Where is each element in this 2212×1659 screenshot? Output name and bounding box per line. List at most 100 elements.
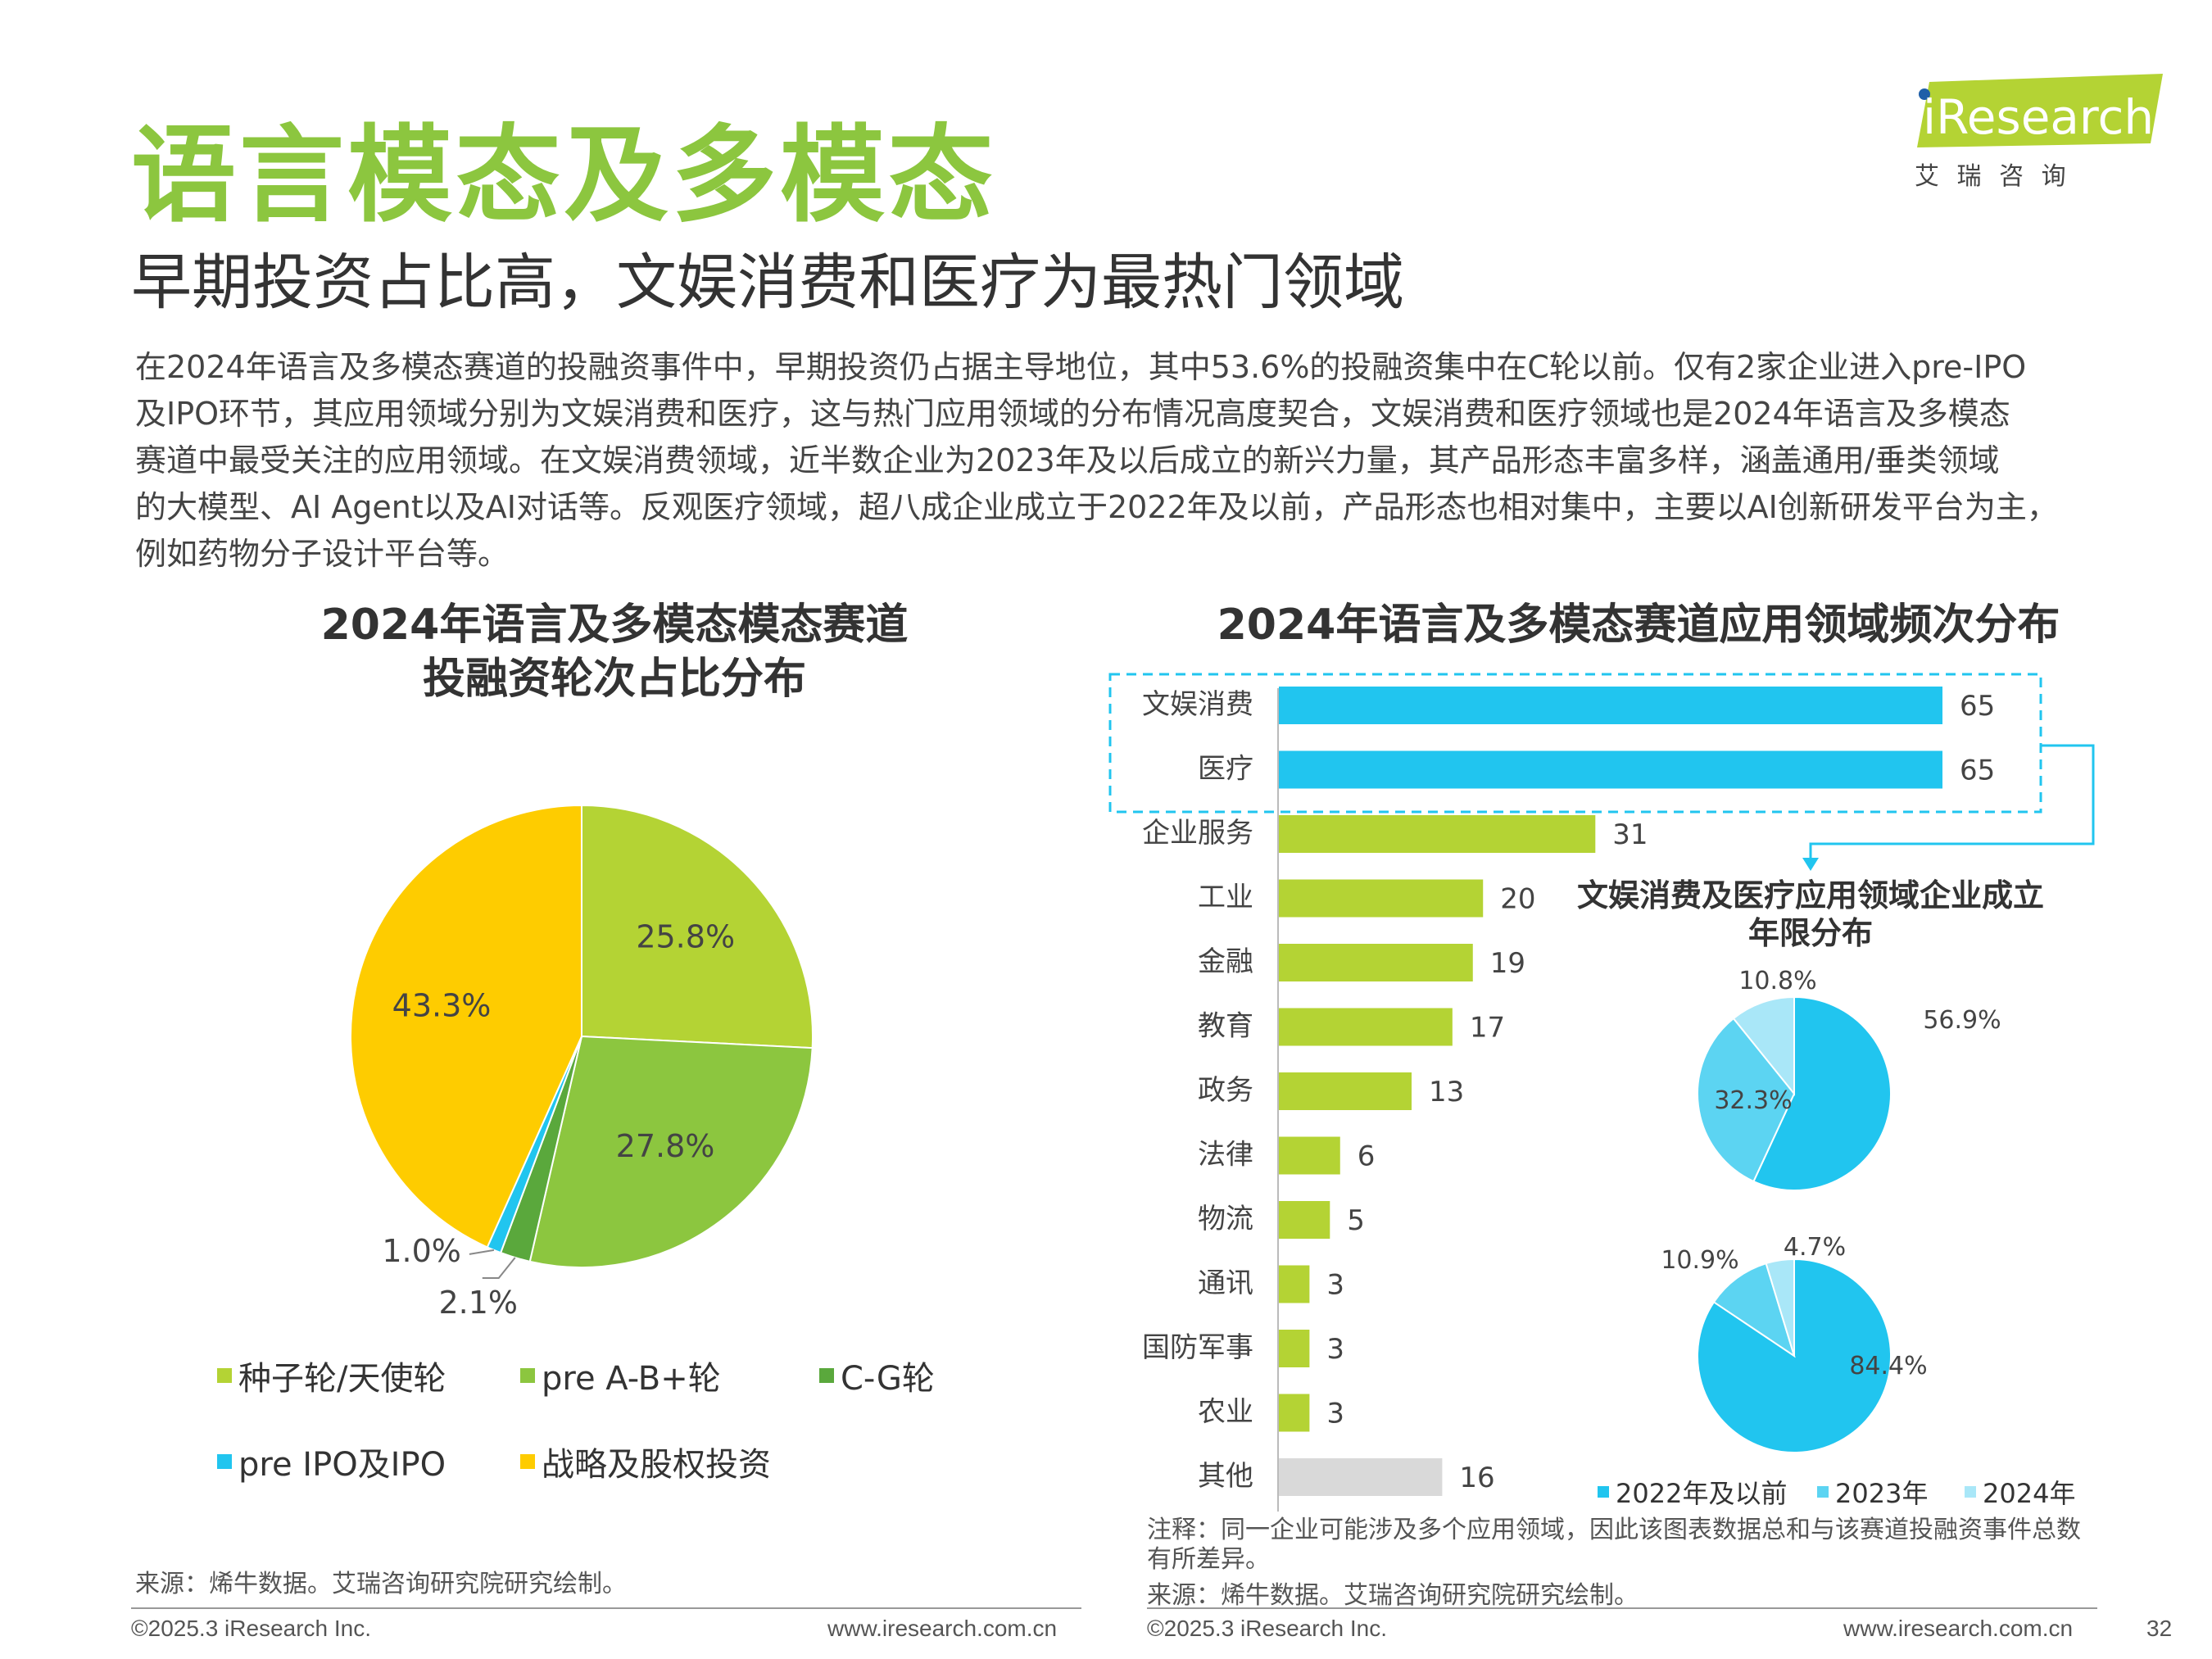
bar [1279,1330,1310,1367]
legend-item-seed: 种子轮/天使轮 [217,1352,446,1399]
bar-value-label: 3 [1326,1333,1344,1366]
callout-line [469,1249,495,1255]
bar-value-label: 20 [1500,883,1535,916]
legend-swatch [217,1368,232,1383]
inset-pie-label: 10.9% [1661,1246,1738,1275]
category-tick-label: 企业服务 [1142,817,1253,850]
pie-data-label: 43.3% [392,987,492,1023]
bar-value-label: 65 [1960,690,1995,723]
inset-title-line2: 年限分布 [1747,915,1873,951]
legend-item-pre-a: pre A-B+轮 [520,1352,721,1399]
legend-label: 战略及股权投资 [542,1446,771,1484]
inset-pie-slice [1752,995,1892,1191]
funding-round-pie-chart: 25.8% 27.8% 43.3% 1.0% 2.1% [350,804,814,1321]
category-tick-label: 其他 [1198,1460,1253,1493]
inset-legend-item-2023: 2023年 [1817,1473,1928,1511]
inset-legend-item-2024: 2024年 [1965,1473,2075,1511]
iresearch-logo: iResearch 艾 瑞 咨 询 [1905,70,2167,193]
note-right: 注释：同一企业可能涉及多个应用领域，因此该图表数据总和与该赛道投融资事件总数 有… [1147,1516,2081,1575]
page-number: 32 [2146,1616,2173,1641]
inset-pie-label: 32.3% [1714,1086,1792,1115]
connector-line [1809,744,2095,860]
category-tick-label: 政务 [1198,1074,1253,1107]
slice-strategic [350,804,582,1249]
pie-data-label: 27.8% [616,1128,715,1164]
category-tick-label: 农业 [1198,1396,1253,1429]
bar-value-label: 13 [1429,1076,1464,1108]
bar [1279,1136,1340,1175]
callout-line [482,1257,516,1280]
bar-value-label: 31 [1612,818,1648,851]
category-tick-label: 法律 [1198,1139,1253,1172]
inset-pie-slice [1732,995,1795,1096]
bar-value-label: 3 [1326,1398,1344,1430]
body-paragraph: 在2024年语言及多模态赛道的投融资事件中，早期投资仍占据主导地位，其中53.6… [135,344,2126,578]
connector-arrowhead [1802,858,1819,871]
note-right-line1: 注释：同一企业可能涉及多个应用领域，因此该图表数据总和与该赛道投融资事件总数 [1147,1516,2081,1544]
slice-pre-a-b [528,1035,814,1268]
bar [1279,750,1942,789]
legend-swatch [1598,1486,1609,1498]
inset-title-line1: 文娱消费及医疗应用领域企业成立 [1576,877,2044,913]
source-right: 来源：烯牛数据。艾瑞咨询研究院研究绘制。 [1147,1581,1639,1610]
page-title: 语言模态及多模态 [131,115,997,237]
page-subtitle: 早期投资占比高，文娱消费和医疗为最热门领域 [131,247,1404,318]
source-left: 来源：烯牛数据。艾瑞咨询研究院研究绘制。 [135,1570,627,1598]
bar-value-label: 16 [1459,1462,1494,1494]
legend-item-strategic: 战略及股权投资 [520,1438,771,1485]
category-tick-label: 物流 [1198,1203,1253,1235]
legend-swatch [520,1368,535,1383]
bar [1279,944,1473,981]
legend-label: 2022年及以前 [1616,1478,1788,1509]
footer-divider-right [1147,1607,2097,1609]
right-chart-title: 2024年语言及多模态赛道应用领域频次分布 [1217,601,2060,650]
inset-pie-slice [1697,1258,1892,1453]
body-line: 的大模型、AI Agent以及AI对话等。反观医疗领域，超八成企业成立于2022… [135,489,2058,525]
bar-value-label: 65 [1960,755,1995,787]
inset-legend-item-2022: 2022年及以前 [1598,1473,1787,1511]
body-line: 及IPO环节，其应用领域分别为文娱消费和医疗，这与热门应用领域的分布情况高度契合… [135,396,2010,432]
highlight-box [1108,673,2042,814]
logo-graphic: iResearch 艾 瑞 咨 询 [1915,74,2163,191]
bar [1279,1072,1412,1110]
legend-swatch [217,1454,232,1469]
footer-url-left: www.iresearch.com.cn [827,1616,1058,1641]
left-chart-title: 2024年语言及多模态模态赛道 投融资轮次占比分布 [123,598,1106,706]
bar [1279,1394,1310,1432]
category-tick-label: 文娱消费 [1142,688,1253,721]
application-domain-bar-chart: 文娱消费 65 医疗 65 企业服务 31 工业 20 金融 19 教育 17 政务 13 法律 6 物流 5 通讯… [1108,673,2095,1512]
bar [1279,1008,1453,1046]
legend-swatch [1817,1486,1829,1498]
inset-pie-title: 文娱消费及医疗应用领域企业成立 年限分布 [1557,877,2065,952]
bar [1279,1458,1443,1496]
logo-cn-text: 艾 瑞 咨 询 [1915,162,2071,191]
category-tick-label: 工业 [1198,882,1253,914]
category-tick-label: 教育 [1198,1010,1253,1043]
inset-pie-label: 56.9% [1923,1006,2001,1035]
note-right-line2: 有所差异。 [1147,1545,1270,1574]
pie-data-label: 2.1% [439,1285,519,1321]
legend-swatch [1965,1486,1976,1498]
inset-pie-label: 4.7% [1784,1233,1846,1262]
bar [1279,879,1484,918]
left-chart-title-line2: 投融资轮次占比分布 [422,655,806,704]
category-tick-label: 医疗 [1198,753,1253,786]
legend-label: 2024年 [1983,1478,2076,1509]
inset-pie-label: 10.8% [1738,967,1816,995]
category-tick-label: 通讯 [1198,1267,1253,1300]
bar [1279,687,1942,724]
slice-seed [581,804,814,1049]
bar-value-label: 6 [1358,1140,1376,1173]
body-line: 在2024年语言及多模态赛道的投融资事件中，早期投资仍占据主导地位，其中53.6… [135,349,2027,385]
bar-value-label: 17 [1470,1012,1505,1045]
bar-value-label: 19 [1490,947,1525,980]
legend-label: pre A-B+轮 [542,1360,721,1398]
body-line: 例如药物分子设计平台等。 [135,536,510,572]
category-tick-label: 金融 [1198,945,1253,978]
pie-data-label: 1.0% [382,1233,461,1269]
bar-value-label: 3 [1326,1269,1344,1302]
founding-year-pie-charts: 56.9% 32.3% 10.8% 84.4% 10.9% 4.7% [1661,967,2001,1453]
footer-divider-left [131,1607,1081,1609]
legend-item-c-g: C-G轮 [819,1352,935,1399]
left-pie-legend: 种子轮/天使轮 pre A-B+轮 C-G轮 pre IPO及IPO 战略及股权… [217,1352,1036,1491]
